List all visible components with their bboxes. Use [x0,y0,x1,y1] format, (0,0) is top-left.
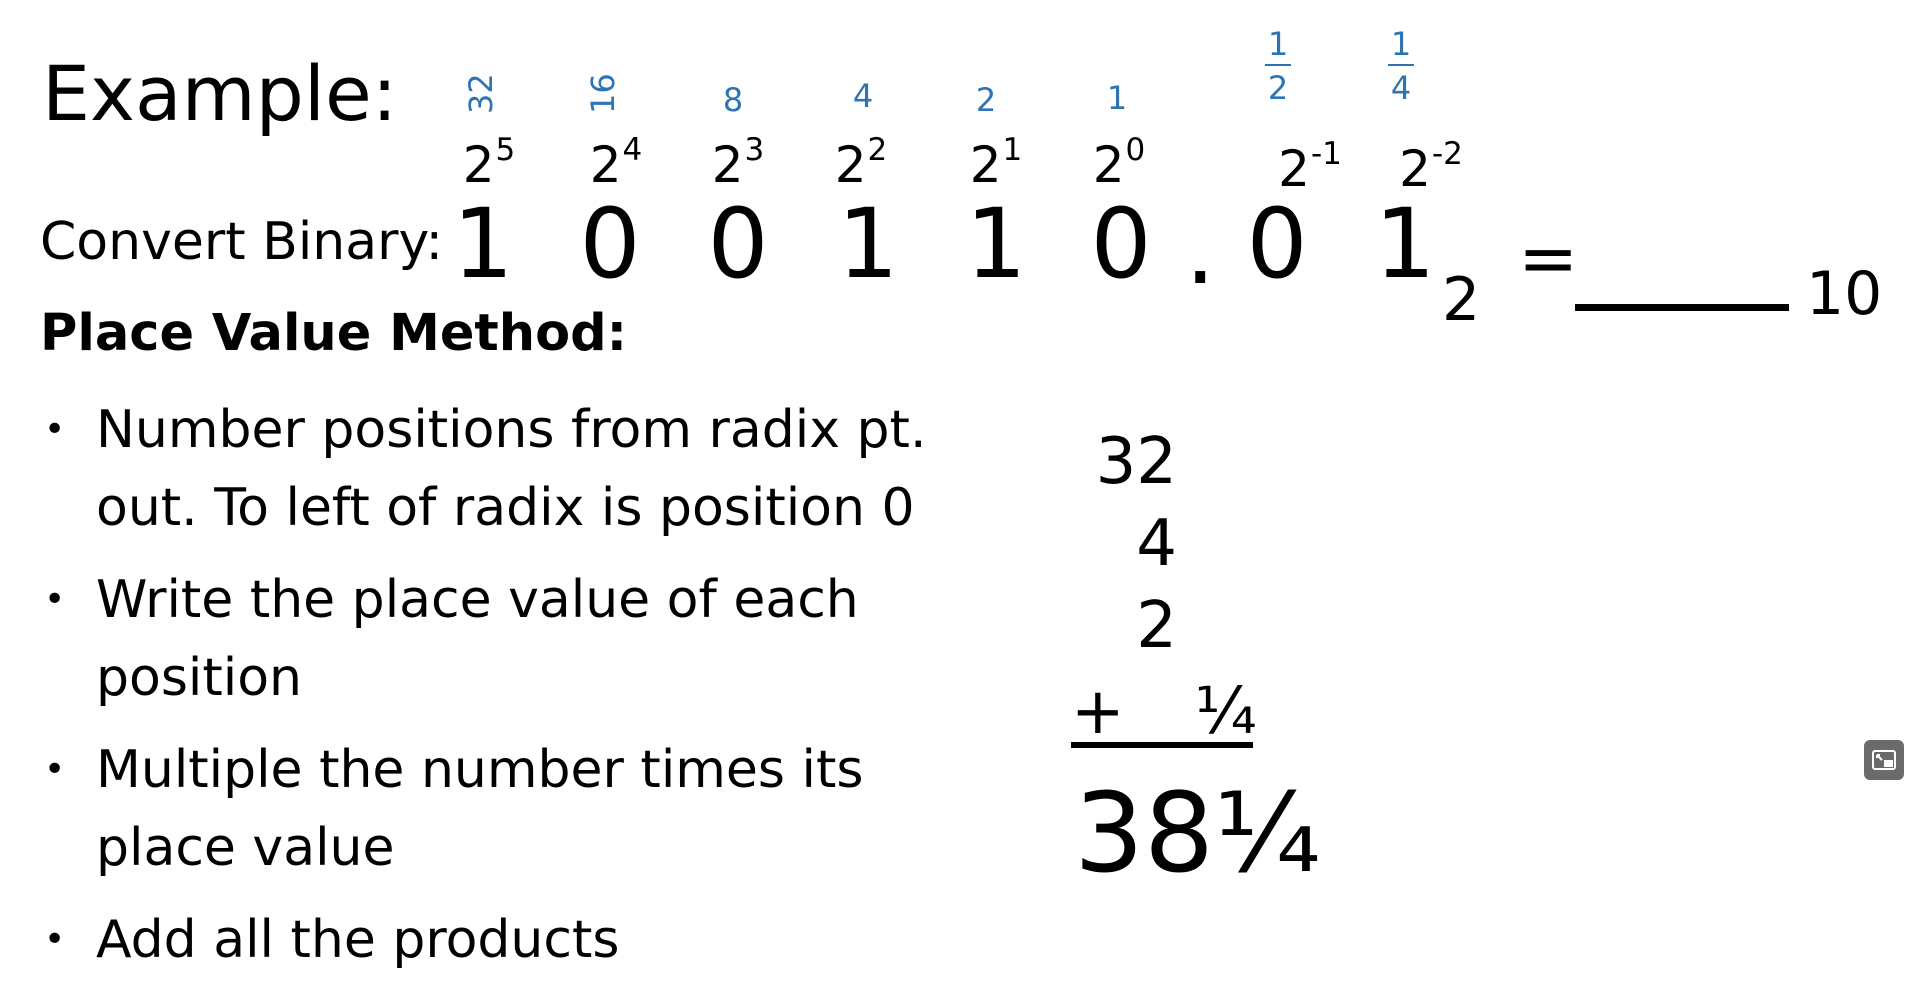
power-2-neg2: 2-2 [1399,136,1463,198]
base-subscript: 2 [1442,265,1481,335]
binary-digit: 0 [579,188,641,300]
binary-digit: 0 [1246,188,1308,300]
method-heading: Place Value Method: [40,304,628,363]
power-2-5: 25 [462,132,516,194]
binary-digit: 0 [707,188,769,300]
bullet-text: Add all the products [96,910,620,970]
place-value-1: 1 [1106,79,1128,117]
slide-title: Example: [42,49,398,138]
radix-point: . [1185,194,1216,306]
binary-digit: 1 [1374,188,1436,300]
sum-total: 38¼ [1074,769,1321,897]
picture-in-picture-icon [1872,750,1896,770]
plus-sign: + [1071,675,1125,749]
power-2-2: 22 [834,132,888,194]
bullet-text: out. To left of radix is position 0 [96,478,915,538]
picture-in-picture-button[interactable] [1864,740,1904,780]
bullet-text: Multiple the number times its [96,740,864,800]
sum-rule [1071,742,1253,748]
power-2-3: 23 [711,132,765,194]
equals-sign: = [1518,216,1579,300]
place-value-32: 32 [462,73,500,114]
bullet-text: position [96,648,302,708]
binary-digit: 1 [837,188,899,300]
place-value-4: 4 [852,77,874,115]
bullet-icon: • [44,579,66,620]
power-2-neg1: 2-1 [1278,136,1342,198]
bullet-icon: • [44,749,66,790]
answer-blank [1575,304,1789,311]
addend: ¼ [1194,675,1257,749]
bullet-icon: • [44,409,66,450]
convert-label: Convert Binary: [40,212,443,272]
addend: 32 [1095,425,1177,499]
bullet-icon: • [44,919,66,960]
addend: 4 [1136,507,1177,581]
binary-digit: 0 [1090,188,1152,300]
place-value-8: 8 [722,81,744,119]
addition-row: + ¼ [1071,680,1257,744]
place-value-16: 16 [584,73,622,114]
power-2-1: 21 [969,132,1023,194]
binary-digit: 1 [452,188,514,300]
bullet-text: Number positions from radix pt. [96,400,927,460]
power-2-0: 20 [1092,132,1146,194]
addend: 2 [1136,589,1177,663]
power-2-4: 24 [589,132,643,194]
place-value-2: 2 [975,81,997,119]
result-subscript: 10 [1806,259,1883,329]
bullet-text: Write the place value of each [96,570,859,630]
bullet-text: place value [96,818,395,878]
binary-digit: 1 [965,188,1027,300]
